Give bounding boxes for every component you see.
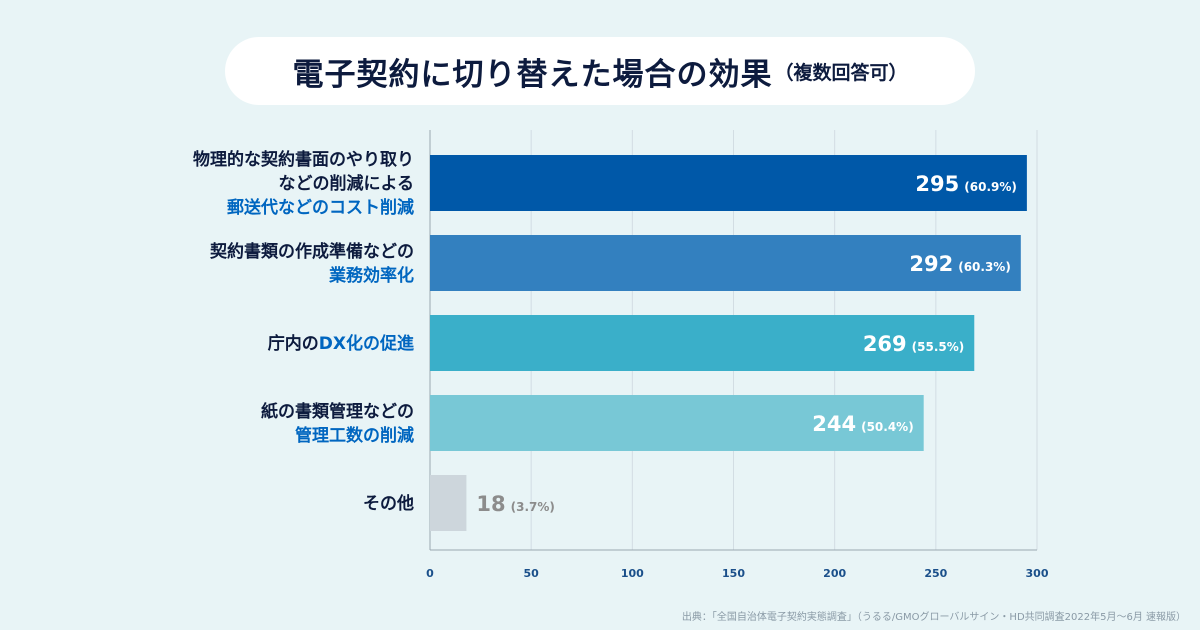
category-label-4-0: その他 xyxy=(363,493,414,514)
bar-0 xyxy=(430,155,1027,211)
category-label-3-0: 紙の書類管理などの xyxy=(261,401,414,422)
bar-value-label-1: 292 (60.3%) xyxy=(909,252,1010,276)
category-label-0-1: などの削減による xyxy=(279,173,415,194)
category-label-3-1: 管理工数の削減 xyxy=(295,425,414,446)
bar-value-label-3: 244 (50.4%) xyxy=(812,412,913,436)
category-label-0-2: 郵送代などのコスト削減 xyxy=(227,197,414,218)
x-tick-label: 100 xyxy=(621,567,644,580)
category-label-0-0: 物理的な契約書面のやり取り xyxy=(193,149,414,170)
bar-value-label-4: 18 (3.7%) xyxy=(476,492,554,516)
bar-value-label-0: 295 (60.9%) xyxy=(915,172,1016,196)
bar-value-label-2: 269 (55.5%) xyxy=(863,332,964,356)
x-tick-label: 250 xyxy=(924,567,947,580)
x-tick-label: 300 xyxy=(1026,567,1049,580)
bar-3 xyxy=(430,395,924,451)
bar-1 xyxy=(430,235,1021,291)
title-sub: （複数回答可） xyxy=(774,61,908,84)
category-label-2-0: 庁内のDX化の促進 xyxy=(268,333,414,354)
x-tick-label: 0 xyxy=(426,567,434,580)
x-tick-label: 200 xyxy=(823,567,846,580)
source-note: 出典：「全国自治体電子契約実態調査」（うるる/GMOグローバルサイン・HD共同調… xyxy=(681,612,1186,623)
x-tick-label: 150 xyxy=(722,567,745,580)
category-label-1-0: 契約書類の作成準備などの xyxy=(209,241,414,262)
bar-4 xyxy=(430,475,467,531)
title-main: 電子契約に切り替えた場合の効果 xyxy=(292,56,773,93)
bar-2 xyxy=(430,315,975,371)
chart-title: 電子契約に切り替えた場合の効果 （複数回答可） xyxy=(225,37,975,105)
x-tick-label: 50 xyxy=(524,567,540,580)
category-label-1-1: 業務効率化 xyxy=(329,265,414,286)
